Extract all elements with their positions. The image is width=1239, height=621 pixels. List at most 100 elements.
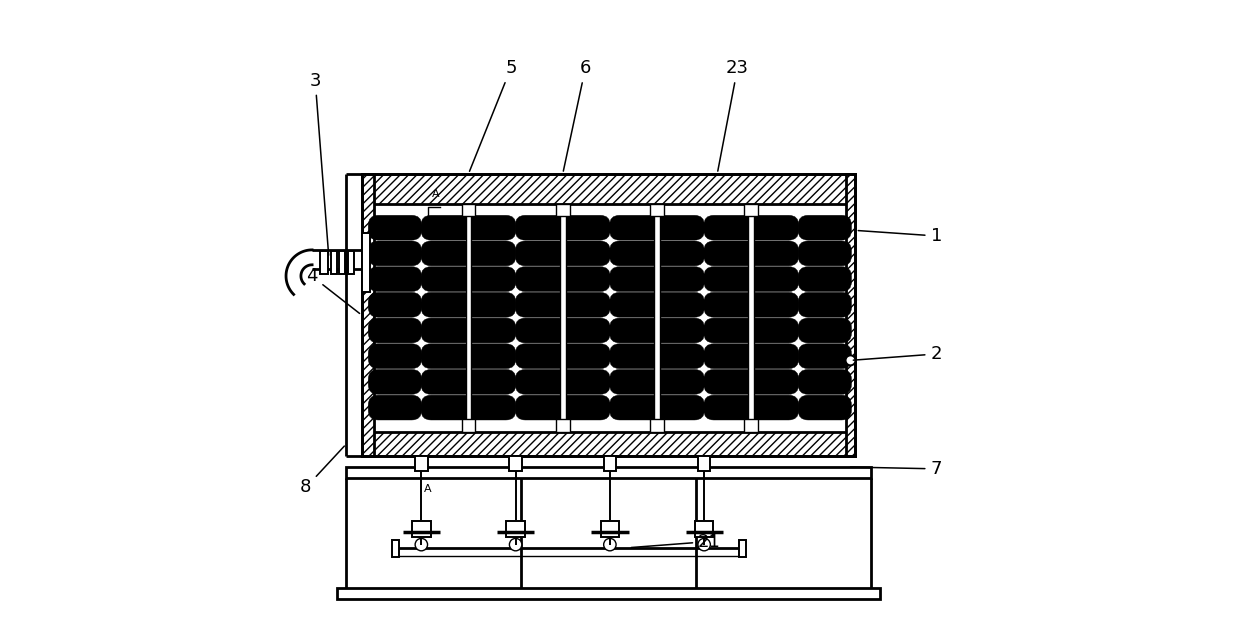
FancyBboxPatch shape <box>368 292 421 317</box>
Bar <box>462 419 476 432</box>
Bar <box>650 204 664 216</box>
Bar <box>347 250 353 274</box>
FancyBboxPatch shape <box>650 369 705 394</box>
Text: A: A <box>432 189 440 199</box>
FancyBboxPatch shape <box>421 241 475 266</box>
FancyBboxPatch shape <box>798 292 851 317</box>
FancyBboxPatch shape <box>798 318 851 343</box>
FancyBboxPatch shape <box>556 344 610 369</box>
Circle shape <box>698 538 710 551</box>
FancyBboxPatch shape <box>610 215 663 240</box>
FancyBboxPatch shape <box>746 395 799 420</box>
Bar <box>392 540 399 557</box>
FancyBboxPatch shape <box>746 292 799 317</box>
Bar <box>413 521 431 537</box>
Text: A: A <box>424 484 431 494</box>
FancyBboxPatch shape <box>650 215 705 240</box>
Bar <box>346 467 871 478</box>
Bar <box>362 174 855 204</box>
FancyBboxPatch shape <box>704 241 757 266</box>
Text: 21: 21 <box>632 533 721 550</box>
Bar <box>362 174 855 456</box>
Bar <box>845 174 855 456</box>
Bar <box>320 250 327 274</box>
FancyBboxPatch shape <box>421 344 475 369</box>
FancyBboxPatch shape <box>610 395 663 420</box>
FancyBboxPatch shape <box>650 344 705 369</box>
FancyBboxPatch shape <box>650 266 705 291</box>
Circle shape <box>845 355 855 365</box>
FancyBboxPatch shape <box>462 369 515 394</box>
FancyBboxPatch shape <box>421 266 475 291</box>
FancyBboxPatch shape <box>798 369 851 394</box>
FancyBboxPatch shape <box>421 318 475 343</box>
FancyBboxPatch shape <box>610 318 663 343</box>
FancyBboxPatch shape <box>368 318 421 343</box>
Circle shape <box>363 242 369 248</box>
Text: 5: 5 <box>470 60 517 171</box>
Bar <box>507 521 525 537</box>
FancyBboxPatch shape <box>462 395 515 420</box>
FancyBboxPatch shape <box>421 292 475 317</box>
Bar <box>560 204 565 432</box>
Bar <box>462 204 476 216</box>
Circle shape <box>363 276 369 283</box>
Text: 23: 23 <box>717 60 750 171</box>
Bar <box>603 456 616 471</box>
Circle shape <box>363 259 369 265</box>
Text: 3: 3 <box>310 72 328 255</box>
FancyBboxPatch shape <box>368 369 421 394</box>
FancyBboxPatch shape <box>746 241 799 266</box>
FancyBboxPatch shape <box>515 241 569 266</box>
FancyBboxPatch shape <box>704 266 757 291</box>
FancyBboxPatch shape <box>610 292 663 317</box>
Bar <box>337 588 881 599</box>
FancyBboxPatch shape <box>515 369 569 394</box>
Circle shape <box>603 538 616 551</box>
Circle shape <box>415 538 427 551</box>
FancyBboxPatch shape <box>704 369 757 394</box>
FancyBboxPatch shape <box>556 395 610 420</box>
FancyBboxPatch shape <box>515 344 569 369</box>
FancyBboxPatch shape <box>798 344 851 369</box>
Bar <box>466 204 471 432</box>
FancyBboxPatch shape <box>556 369 610 394</box>
FancyBboxPatch shape <box>421 369 475 394</box>
Bar <box>745 204 758 216</box>
FancyBboxPatch shape <box>798 266 851 291</box>
FancyBboxPatch shape <box>515 266 569 291</box>
FancyBboxPatch shape <box>556 292 610 317</box>
FancyBboxPatch shape <box>462 266 515 291</box>
Bar <box>745 419 758 432</box>
FancyBboxPatch shape <box>462 292 515 317</box>
FancyBboxPatch shape <box>368 241 421 266</box>
Bar <box>556 419 570 432</box>
Text: 1: 1 <box>859 227 942 245</box>
FancyBboxPatch shape <box>650 292 705 317</box>
FancyBboxPatch shape <box>610 266 663 291</box>
FancyBboxPatch shape <box>650 395 705 420</box>
FancyBboxPatch shape <box>798 395 851 420</box>
FancyBboxPatch shape <box>704 215 757 240</box>
FancyBboxPatch shape <box>556 241 610 266</box>
FancyBboxPatch shape <box>368 395 421 420</box>
Bar <box>748 204 755 432</box>
FancyBboxPatch shape <box>515 292 569 317</box>
Bar <box>509 456 522 471</box>
FancyBboxPatch shape <box>798 215 851 240</box>
Text: 8: 8 <box>300 446 344 496</box>
FancyBboxPatch shape <box>610 344 663 369</box>
FancyBboxPatch shape <box>421 215 475 240</box>
FancyBboxPatch shape <box>746 369 799 394</box>
Bar <box>338 250 344 274</box>
FancyBboxPatch shape <box>515 318 569 343</box>
FancyBboxPatch shape <box>704 344 757 369</box>
FancyBboxPatch shape <box>650 241 705 266</box>
FancyBboxPatch shape <box>462 241 515 266</box>
FancyBboxPatch shape <box>556 266 610 291</box>
Text: 7: 7 <box>850 460 942 478</box>
FancyBboxPatch shape <box>368 344 421 369</box>
FancyBboxPatch shape <box>704 395 757 420</box>
Text: 2: 2 <box>854 345 942 363</box>
Bar <box>362 233 370 292</box>
